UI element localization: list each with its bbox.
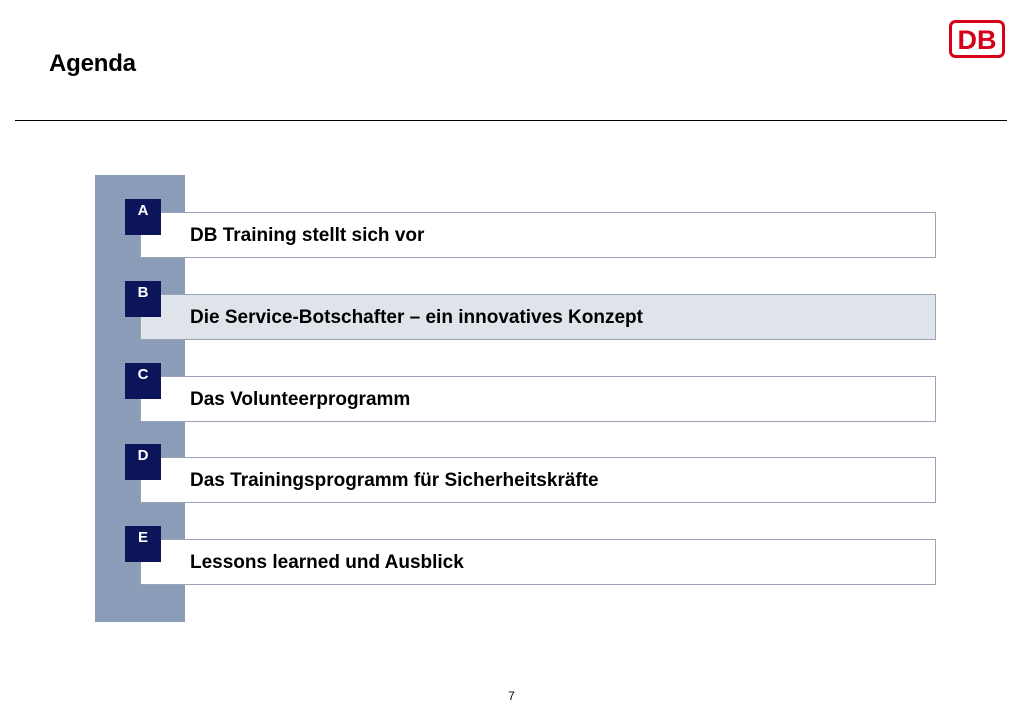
agenda-item-e[interactable]: Lessons learned und Ausblick	[140, 539, 936, 585]
agenda-letter-badge-e: E	[125, 526, 161, 562]
page-number: 7	[508, 689, 515, 703]
agenda-item-b[interactable]: Die Service-Botschafter – ein innovative…	[140, 294, 936, 340]
agenda-item-label: Die Service-Botschafter – ein innovative…	[190, 307, 643, 328]
db-logo: DB	[949, 20, 1005, 58]
agenda-item-c[interactable]: Das Volunteerprogramm	[140, 376, 936, 422]
agenda-letter-badge-a: A	[125, 199, 161, 235]
agenda-item-a[interactable]: DB Training stellt sich vor	[140, 212, 936, 258]
agenda-letter-badge-b: B	[125, 281, 161, 317]
agenda-item-label: Lessons learned und Ausblick	[190, 552, 464, 573]
agenda-letter-badge-c: C	[125, 363, 161, 399]
agenda-item-label: Das Trainingsprogramm für Sicherheitskrä…	[190, 470, 599, 491]
page-title: Agenda	[49, 50, 136, 77]
db-logo-text: DB	[958, 25, 997, 55]
agenda-item-label: Das Volunteerprogramm	[190, 389, 411, 410]
agenda-item-d[interactable]: Das Trainingsprogramm für Sicherheitskrä…	[140, 457, 936, 503]
title-divider	[15, 120, 1007, 121]
agenda-item-label: DB Training stellt sich vor	[190, 225, 425, 246]
agenda-letter-badge-d: D	[125, 444, 161, 480]
